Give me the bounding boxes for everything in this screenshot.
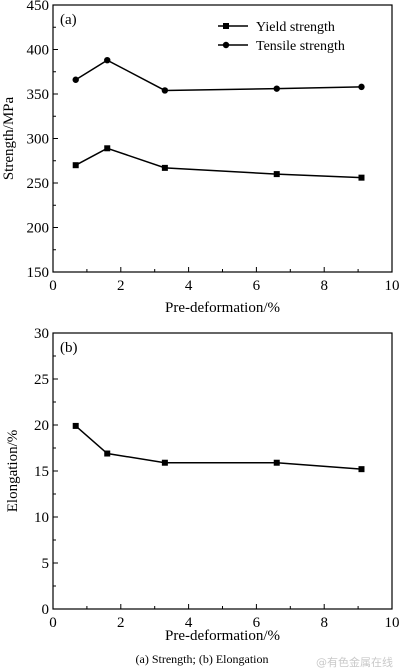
series-line	[75, 425, 362, 470]
data-point	[104, 450, 111, 457]
legend: Yield strength Tensile strength	[218, 20, 345, 54]
x-tick-label: 8	[320, 615, 328, 631]
legend-marker	[223, 23, 229, 29]
data-point	[72, 422, 79, 429]
data-point	[358, 83, 365, 91]
plot-frame	[52, 332, 393, 610]
x-tick-label: 6	[253, 615, 261, 631]
panel-a-strength-chart: 0 2 4 6 8 10 150 200 250 300 350 400 450 Pre-deformat…	[1, 0, 400, 316]
y-tick-label: 450	[27, 0, 50, 14]
data-point	[104, 145, 111, 152]
panel-label: (b)	[60, 340, 78, 356]
legend-marker	[222, 41, 230, 49]
x-tick-label: 10	[385, 278, 400, 294]
x-tick-label: 0	[49, 615, 57, 631]
x-tick-label: 6	[253, 278, 261, 294]
y-tick-label: 20	[34, 418, 49, 434]
y-tick-label: 400	[27, 43, 50, 59]
x-tick-label: 4	[185, 278, 193, 294]
data-point	[72, 76, 79, 83]
x-axis-label: Pre-deformation/%	[165, 300, 280, 316]
y-tick-label: 25	[34, 372, 49, 388]
x-axis-label: Pre-deformation/%	[165, 628, 280, 644]
x-tick-label: 2	[117, 615, 125, 631]
data-point	[273, 171, 280, 178]
y-tick-label: 10	[34, 510, 49, 526]
y-tick-label: 30	[34, 326, 49, 342]
series-tensile-strength	[72, 56, 365, 94]
panel-label: (a)	[60, 12, 77, 28]
legend-label: Yield strength	[256, 20, 335, 35]
legend-label: Tensile strength	[256, 39, 345, 54]
x-tick-label: 0	[49, 278, 57, 294]
data-point	[273, 85, 280, 92]
data-point	[104, 56, 111, 64]
series-elongation	[72, 422, 365, 473]
series-line	[75, 59, 362, 92]
data-point	[273, 459, 280, 466]
data-point	[72, 162, 79, 169]
y-tick-label: 15	[34, 464, 49, 480]
series-yield-strength	[72, 145, 365, 181]
data-point	[358, 466, 365, 473]
watermark: @有色金属在线	[316, 655, 393, 669]
figure-caption: (a) Strength; (b) Elongation	[136, 652, 269, 666]
x-tick-label: 4	[185, 615, 193, 631]
data-point	[358, 174, 365, 181]
x-tick-label: 2	[117, 278, 125, 294]
x-tick-label: 10	[385, 615, 400, 631]
y-tick-label: 5	[42, 556, 50, 572]
y-tick-label: 0	[42, 602, 50, 618]
y-tick-label: 350	[27, 87, 50, 103]
y-tick-label: 300	[27, 132, 50, 148]
data-point	[161, 87, 169, 94]
y-axis-label: Elongation/%	[5, 430, 21, 513]
y-axis-label: Strength/MPa	[1, 96, 17, 180]
y-tick-label: 250	[27, 176, 50, 192]
y-tick-label: 200	[27, 221, 50, 237]
data-point	[161, 459, 168, 466]
panel-b-elongation-chart: 0 2 4 6 8 10 0 5 10 15 20 25 30 Pre-deformation/% Elon…	[5, 326, 400, 644]
x-tick-label: 8	[320, 278, 328, 294]
y-tick-label: 150	[27, 265, 50, 281]
series-line	[75, 147, 362, 179]
data-point	[161, 164, 168, 171]
